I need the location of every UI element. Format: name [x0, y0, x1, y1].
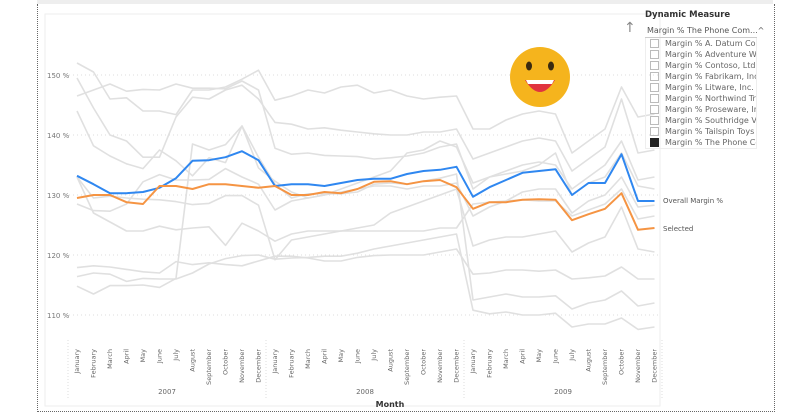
x-tick-label: May	[337, 349, 345, 363]
background-series-line	[76, 77, 655, 172]
y-tick-label: 120 %	[47, 252, 70, 260]
x-tick-label: August	[585, 349, 593, 372]
background-series-line	[76, 248, 655, 280]
background-series-line	[76, 176, 655, 261]
slicer-item[interactable]: Margin % A. Datum Corp...	[646, 38, 756, 49]
checkbox[interactable]	[650, 72, 659, 81]
year-label: 2009	[554, 388, 572, 396]
slicer-item[interactable]: Margin % Proseware, Inc.	[646, 104, 756, 115]
slicer-item-label: Margin % Tailspin Toys	[665, 127, 755, 136]
x-tick-label: December	[255, 349, 263, 383]
x-tick-label: July	[370, 349, 378, 362]
x-tick-label: September	[205, 349, 213, 385]
slicer-title: Dynamic Measure	[645, 10, 731, 20]
dynamic-measure-slicer: Dynamic Measure Margin % The Phone Com..…	[645, 10, 764, 149]
slicer-item[interactable]: Margin % Litware, Inc.	[646, 82, 756, 93]
y-tick-label: 150 %	[47, 72, 70, 80]
y-tick-label: 110 %	[47, 312, 70, 320]
slicer-item[interactable]: Margin % Northwind Tra...	[646, 93, 756, 104]
checkbox[interactable]	[650, 116, 659, 125]
slicer-item-label: Margin % Contoso, Ltd	[665, 61, 756, 70]
slicer-item-label: Margin % Proseware, Inc.	[665, 105, 757, 114]
slicer-item-label: Margin % Adventure Wo...	[665, 50, 757, 59]
selected-label: Selected	[663, 225, 693, 233]
arrow-up-icon[interactable]: ↑	[624, 20, 636, 36]
x-tick-label: October	[618, 349, 626, 375]
checkbox[interactable]	[650, 39, 659, 48]
x-tick-label: February	[288, 349, 296, 378]
x-tick-label: August	[387, 349, 395, 372]
slicer-item-label: Margin % Fabrikam, Inc.	[665, 72, 757, 81]
x-tick-label: January	[271, 349, 279, 375]
x-tick-label: April	[321, 349, 329, 364]
x-tick-label: April	[519, 349, 527, 364]
x-tick-label: September	[403, 349, 411, 385]
x-tick-label: June	[354, 349, 362, 364]
x-tick-label: September	[601, 349, 609, 385]
slicer-item[interactable]: Margin % Southridge Vid...	[646, 115, 756, 126]
x-tick-label: May	[139, 349, 147, 363]
x-tick-label: November	[436, 349, 444, 383]
y-tick-label: 140 %	[47, 132, 70, 140]
x-tick-label: June	[552, 349, 560, 364]
slicer-item[interactable]: Margin % Adventure Wo...	[646, 49, 756, 60]
x-tick-label: August	[189, 349, 197, 372]
x-tick-label: October	[222, 349, 230, 375]
checkbox[interactable]	[650, 50, 659, 59]
x-tick-label: February	[90, 349, 98, 378]
x-tick-label: October	[420, 349, 428, 375]
slicer-item-label: Margin % Southridge Vid...	[665, 116, 757, 125]
slicer-item-label: Margin % The Phone Co...	[665, 138, 756, 147]
slicer-item[interactable]: Margin % Contoso, Ltd	[646, 60, 756, 71]
slicer-selected-value: Margin % The Phone Com...	[647, 26, 758, 35]
background-series-line	[76, 125, 655, 310]
x-tick-label: May	[535, 349, 543, 363]
series-line	[76, 179, 655, 231]
slicer-item[interactable]: Margin % Fabrikam, Inc.	[646, 71, 756, 82]
slicer-dropdown[interactable]: Margin % The Phone Com... ^	[645, 25, 764, 38]
smiling-face-icon	[510, 47, 570, 107]
background-series-line	[76, 80, 655, 196]
series-line	[76, 150, 655, 202]
slicer-item[interactable]: Margin % Wide World I...	[646, 148, 756, 149]
checkbox[interactable]	[650, 138, 659, 147]
slicer-item-label: Margin % Northwind Tra...	[665, 94, 756, 103]
slicer-item[interactable]: Margin % Tailspin Toys	[646, 126, 756, 137]
report-top-bar	[37, 0, 773, 4]
overall-margin-label: Overall Margin %	[663, 197, 723, 205]
x-tick-label: November	[238, 349, 246, 383]
x-tick-label: March	[304, 349, 312, 369]
x-tick-label: December	[651, 349, 659, 383]
plot-area	[44, 13, 661, 407]
checkbox[interactable]	[650, 94, 659, 103]
checkbox[interactable]	[650, 61, 659, 70]
chevron-up-icon: ^	[757, 26, 765, 35]
slicer-item[interactable]: Margin % The Phone Co...	[646, 137, 756, 148]
slicer-item-label: Margin % A. Datum Corp...	[665, 39, 756, 48]
visual-frame	[37, 4, 775, 412]
checkbox[interactable]	[650, 105, 659, 114]
slicer-item-label: Margin % Litware, Inc.	[665, 83, 754, 92]
x-tick-label: November	[634, 349, 642, 383]
x-tick-label: January	[469, 349, 477, 375]
background-series-line	[76, 167, 655, 217]
background-series-line	[76, 62, 655, 154]
y-tick-label: 130 %	[47, 192, 70, 200]
x-tick-label: July	[172, 349, 180, 362]
x-tick-label: December	[453, 349, 461, 383]
x-tick-label: June	[156, 349, 164, 364]
x-tick-label: January	[73, 349, 81, 375]
year-label: 2007	[158, 388, 176, 396]
slicer-list[interactable]: Margin % A. Datum Corp... Margin % Advent…	[645, 38, 757, 149]
x-tick-label: April	[123, 349, 131, 364]
checkbox[interactable]	[650, 83, 659, 92]
x-axis-title: Month	[376, 400, 405, 409]
year-label: 2008	[356, 388, 374, 396]
x-tick-label: March	[106, 349, 114, 369]
checkbox[interactable]	[650, 127, 659, 136]
x-tick-label: February	[486, 349, 494, 378]
x-tick-label: July	[568, 349, 576, 362]
x-tick-label: March	[502, 349, 510, 369]
